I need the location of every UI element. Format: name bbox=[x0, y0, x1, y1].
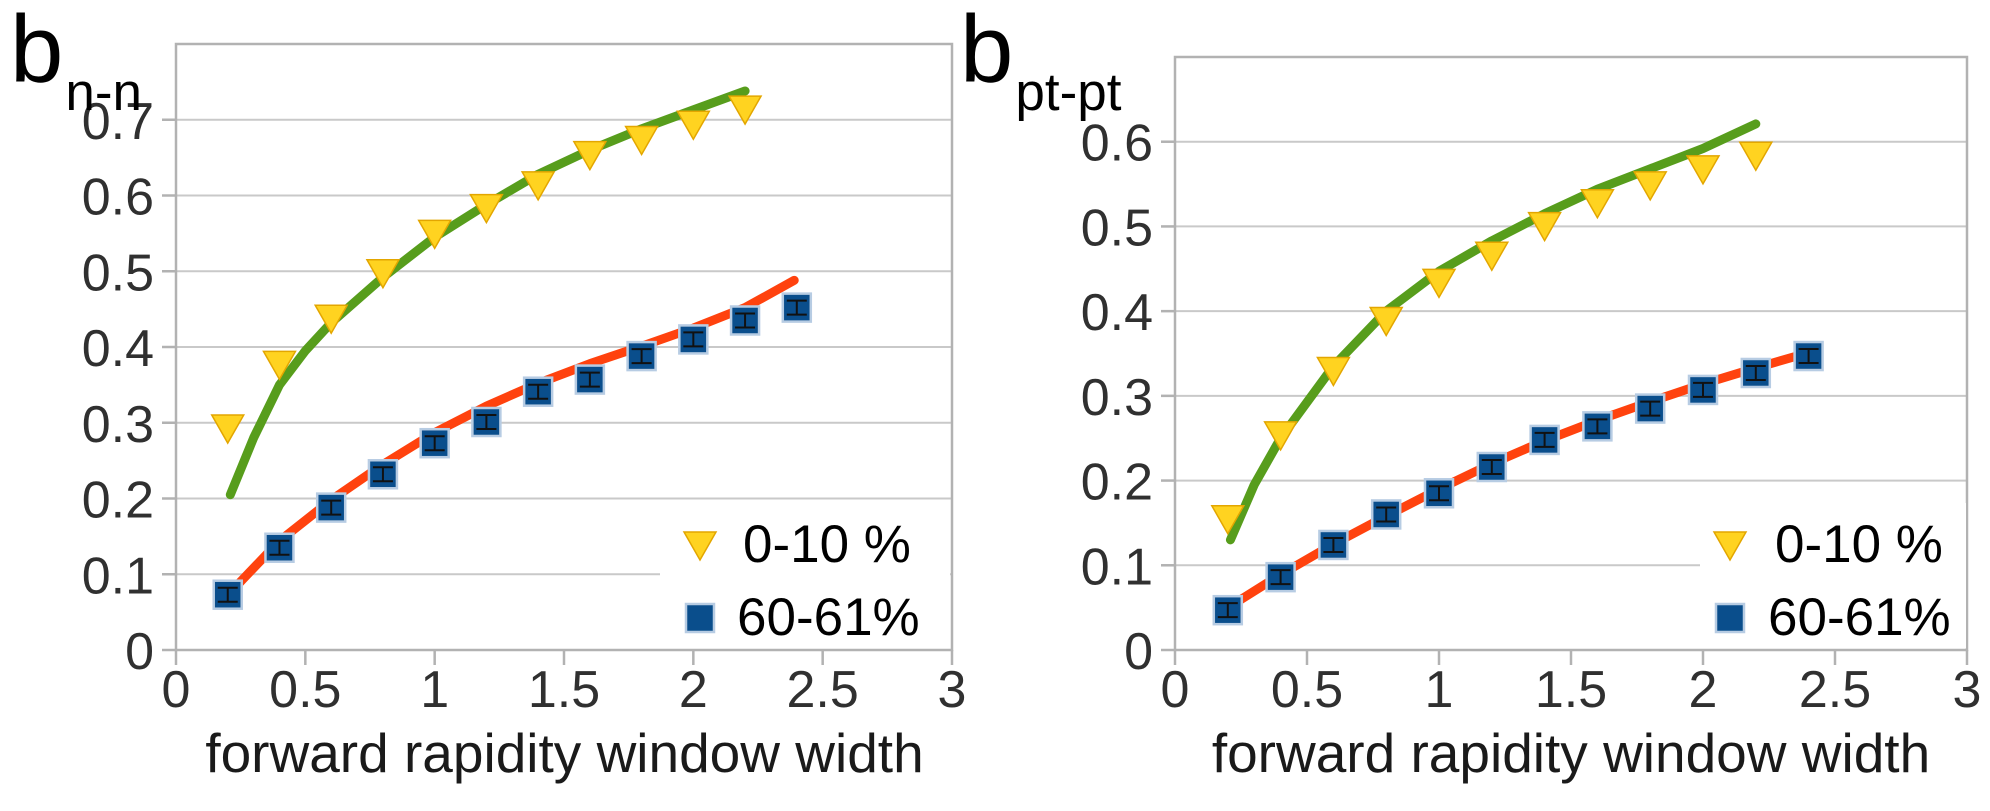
marker-triangle-central bbox=[417, 219, 452, 250]
y-tick-label: 0.6 bbox=[1081, 115, 1153, 173]
marker-square-peripheral bbox=[367, 459, 399, 490]
marker-triangle-central bbox=[520, 171, 556, 202]
left-plot-title-base: b bbox=[10, 0, 64, 103]
marker-triangle-central bbox=[1685, 155, 1721, 186]
x-tick-label: 2.5 bbox=[1799, 661, 1871, 719]
y-tick-label: 0.4 bbox=[1081, 284, 1153, 342]
legend-square-icon bbox=[1714, 602, 1746, 634]
right-plot-title-base: b bbox=[960, 0, 1014, 103]
x-tick-label: 2.5 bbox=[787, 661, 859, 719]
marker-triangle-central bbox=[1632, 171, 1668, 202]
y-tick-label: 0.3 bbox=[1081, 369, 1153, 427]
marker-triangle-central bbox=[1580, 188, 1615, 220]
marker-triangle-central bbox=[1527, 211, 1562, 243]
right-legend-label-peripheral: 60-61% bbox=[1768, 588, 1951, 647]
legend-square-icon bbox=[684, 602, 716, 634]
fit-curve-central bbox=[1225, 119, 1761, 545]
y-tick-label: 0.2 bbox=[1081, 454, 1153, 512]
marker-triangle-central bbox=[624, 125, 659, 156]
marker-square-peripheral bbox=[1740, 357, 1772, 389]
marker-triangle-central bbox=[313, 304, 349, 335]
right-plot-title-subscript: pt-pt bbox=[1015, 63, 1122, 122]
y-tick-label: 0.4 bbox=[82, 320, 154, 378]
x-tick-label: 0 bbox=[162, 661, 191, 719]
x-tick-label: 2 bbox=[1689, 661, 1718, 719]
y-tick-label: 0.2 bbox=[82, 472, 154, 530]
left-legend-label-central: 0-10 % bbox=[743, 515, 911, 574]
marker-triangle-central bbox=[1210, 504, 1246, 536]
right-x-axis-title: forward rapidity window width bbox=[1211, 722, 1931, 784]
y-tick-label: 0.3 bbox=[82, 396, 154, 454]
x-tick-label: 1.5 bbox=[1535, 661, 1607, 719]
y-tick-label: 0.5 bbox=[1081, 199, 1153, 257]
left-plot-title-subscript: n-n bbox=[65, 63, 142, 122]
marker-triangle-central bbox=[1368, 306, 1404, 337]
y-tick-label: 0.6 bbox=[82, 169, 154, 227]
marker-triangle-central bbox=[210, 414, 246, 445]
x-tick-label: 2 bbox=[679, 661, 708, 719]
marker-triangle-central bbox=[1421, 268, 1457, 299]
left-legend-label-peripheral: 60-61% bbox=[737, 588, 920, 647]
y-tick-label: 0 bbox=[1124, 623, 1153, 681]
x-tick-label: 3 bbox=[938, 661, 967, 719]
marker-triangle-central bbox=[572, 140, 608, 172]
x-tick-label: 0.5 bbox=[269, 661, 341, 719]
right-plot-title: bpt-pt bbox=[960, 2, 1121, 120]
marker-triangle-central bbox=[469, 193, 504, 225]
y-tick-label: 0.7 bbox=[82, 93, 154, 151]
marker-triangle-central bbox=[676, 110, 711, 141]
y-tick-label: 0.5 bbox=[82, 244, 154, 302]
y-tick-label: 0 bbox=[125, 623, 154, 681]
marker-triangle-central bbox=[727, 95, 763, 126]
left-x-axis-title: forward rapidity window width bbox=[205, 722, 924, 784]
marker-triangle-central bbox=[262, 350, 297, 381]
marker-triangle-central bbox=[1316, 356, 1351, 387]
x-tick-label: 0 bbox=[1161, 661, 1190, 719]
marker-square-peripheral bbox=[264, 532, 295, 563]
left-plot-title: bn-n bbox=[10, 2, 142, 120]
marker-square-peripheral bbox=[574, 364, 606, 395]
marker-triangle-central bbox=[365, 259, 401, 290]
y-tick-label: 0.1 bbox=[1081, 538, 1153, 596]
legend-triangle-icon bbox=[1712, 531, 1748, 562]
x-tick-label: 0.5 bbox=[1271, 661, 1343, 719]
x-tick-label: 1.5 bbox=[528, 661, 600, 719]
marker-triangle-central bbox=[1263, 421, 1298, 452]
x-tick-label: 3 bbox=[1953, 661, 1982, 719]
right-legend-label-central: 0-10 % bbox=[1775, 515, 1943, 574]
x-tick-label: 1 bbox=[1425, 661, 1454, 719]
marker-triangle-central bbox=[1738, 141, 1774, 172]
y-tick-label: 0.1 bbox=[82, 547, 154, 605]
x-tick-label: 1 bbox=[420, 661, 449, 719]
marker-square-peripheral bbox=[1529, 424, 1560, 456]
marker-triangle-central bbox=[1474, 241, 1510, 272]
legend-triangle-icon bbox=[682, 531, 718, 562]
